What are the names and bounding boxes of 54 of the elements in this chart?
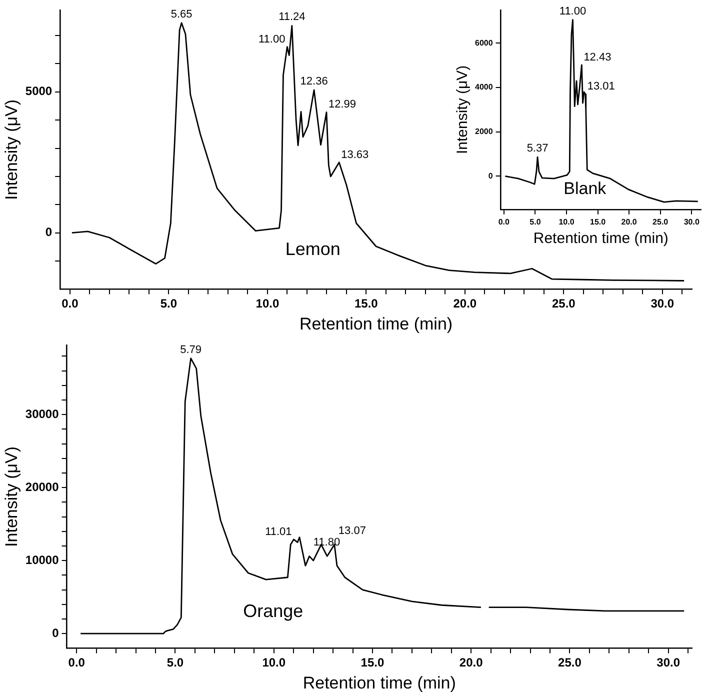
x-axis-title: Retention time (min): [300, 314, 453, 334]
y-tick-label: 10000: [25, 552, 60, 567]
x-tick-label: 15.0: [360, 656, 384, 670]
x-tick-label: 10.0: [558, 217, 575, 226]
annotation: 13.63: [341, 148, 369, 161]
annotation: 11.00: [559, 5, 586, 18]
x-axis-title: Retention time (min): [302, 673, 456, 692]
x-tick-label: 5.0: [530, 217, 542, 226]
x-tick-label: 25.0: [652, 217, 669, 226]
annotation: 5.37: [526, 142, 548, 155]
x-axis-title: Retention time (min): [533, 230, 668, 248]
y-tick-label: 4000: [475, 82, 494, 92]
y-tick-label: 2000: [475, 127, 494, 136]
y-tick-label: 6000: [475, 38, 494, 48]
annotation: 12.99: [328, 98, 356, 111]
text: Blank: [564, 179, 607, 198]
x-tick-label: 15.0: [590, 217, 606, 226]
x-tick-label: 30.0: [650, 296, 674, 311]
x-tick-label: 0.0: [498, 217, 510, 226]
x-tick-label: 5.0: [166, 656, 184, 670]
y-axis-title: Intensity (μV): [2, 99, 21, 200]
annotation: 12.36: [300, 75, 328, 88]
y-tick-label: 0: [45, 225, 52, 240]
annotation: 11.01: [265, 526, 292, 538]
y-tick-label: 0: [52, 626, 60, 640]
x-tick-label: 15.0: [354, 296, 378, 311]
x-tick-label: 0.0: [62, 296, 79, 311]
annotation: 11.80: [313, 536, 340, 549]
x-tick-label: 20.0: [459, 656, 484, 670]
x-tick-label: 10.0: [256, 296, 280, 311]
y-tick-label: 5000: [25, 84, 52, 98]
y-axis-title: Intensity (μV): [454, 65, 472, 154]
annotation: 11.24: [278, 11, 306, 24]
x-tick-label: 20.0: [453, 296, 477, 311]
y-axis-title: Intensity (μV): [2, 446, 21, 547]
x-tick-label: 25.0: [558, 656, 582, 670]
x-tick-label: 20.0: [621, 217, 638, 226]
x-tick-label: 0.0: [68, 656, 86, 670]
y-tick-label: 0: [488, 171, 494, 180]
x-tick-label: 30.0: [656, 656, 680, 670]
annotation: 11.00: [258, 33, 286, 46]
x-tick-label: 5.0: [160, 296, 178, 311]
y-tick-label: 20000: [25, 480, 60, 494]
x-tick-label: 10.0: [262, 656, 286, 670]
annotation: 13.01: [587, 80, 615, 93]
text: Orange: [243, 600, 304, 621]
annotation: 5.65: [170, 8, 192, 20]
x-tick-label: 30.0: [684, 217, 700, 226]
text: Lemon: [285, 239, 340, 260]
annotation: 12.43: [584, 51, 612, 64]
annotation: 5.79: [180, 344, 202, 356]
y-tick-label: 30000: [25, 406, 60, 421]
x-tick-label: 25.0: [552, 296, 576, 311]
annotation: 13.07: [338, 525, 366, 538]
